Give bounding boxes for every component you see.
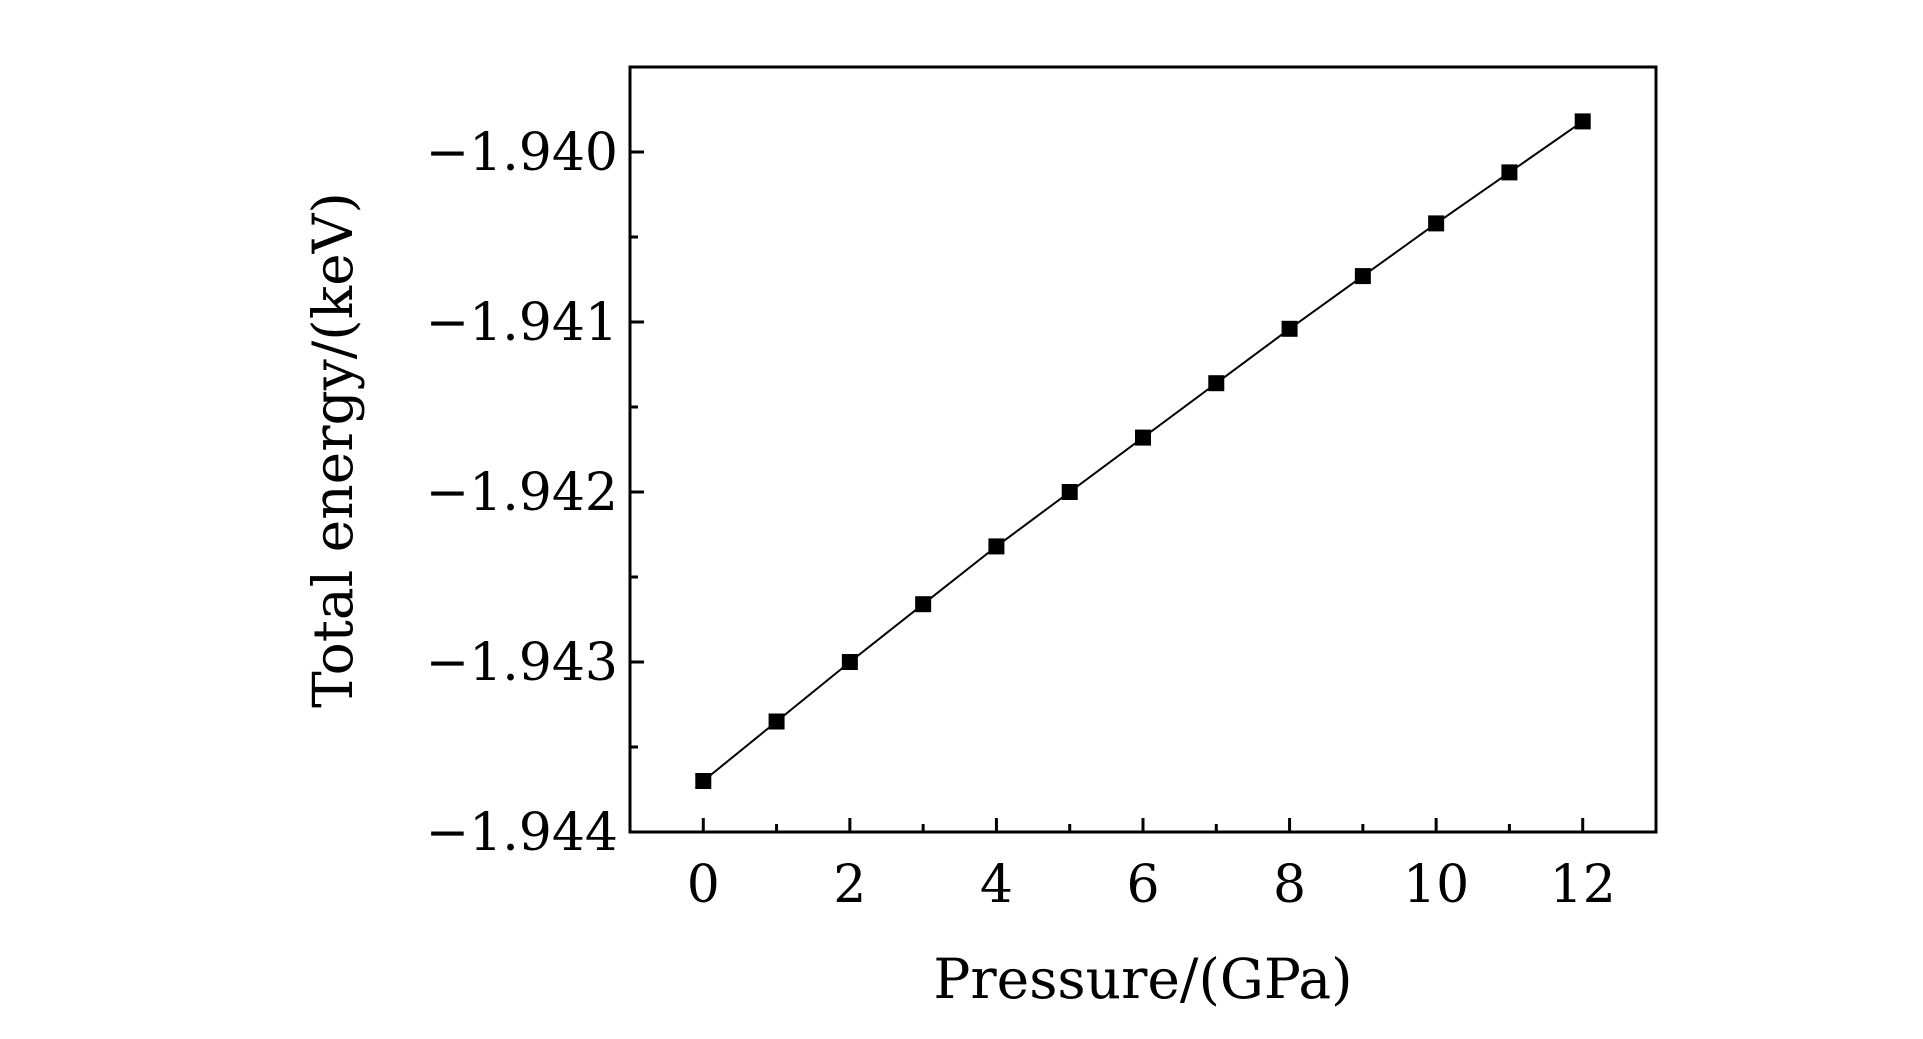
x-axis-tick-labels: 0 2 4 6 8 10 12: [687, 855, 1616, 915]
x-axis-title: Pressure/(GPa): [933, 947, 1352, 1011]
data-points: [695, 113, 1591, 789]
y-tick-label: −1.942: [426, 463, 618, 523]
data-point: [768, 713, 785, 730]
y-axis-ticks: [630, 150, 644, 834]
x-tick-label: 2: [833, 855, 866, 915]
x-tick-label: 8: [1273, 855, 1306, 915]
y-axis-title: Total energy/(keV): [301, 192, 365, 708]
x-tick-label: 12: [1550, 855, 1616, 915]
series-line: [702, 120, 1584, 782]
data-point: [1354, 268, 1371, 285]
data-point: [1281, 320, 1298, 337]
data-point: [915, 596, 932, 613]
data-point: [1208, 375, 1225, 392]
data-point: [1428, 215, 1445, 232]
data-point: [1501, 164, 1518, 181]
data-point: [1135, 429, 1151, 446]
x-tick-label: 0: [687, 855, 720, 915]
data-point: [841, 654, 858, 670]
data-point: [1061, 484, 1078, 500]
x-tick-label: 10: [1403, 855, 1469, 915]
y-tick-label: −1.943: [426, 633, 618, 693]
data-point: [988, 538, 1005, 555]
data-point: [1574, 113, 1591, 130]
y-tick-label: −1.944: [426, 803, 618, 863]
y-tick-label: −1.941: [426, 293, 618, 353]
y-tick-label: −1.940: [426, 123, 618, 183]
data-point: [695, 773, 712, 789]
x-tick-label: 6: [1126, 855, 1159, 915]
y-axis-tick-labels: −1.944 −1.943 −1.942 −1.941 −1.940: [426, 123, 618, 863]
x-axis-ticks: [701, 818, 1585, 832]
x-tick-label: 4: [980, 855, 1013, 915]
